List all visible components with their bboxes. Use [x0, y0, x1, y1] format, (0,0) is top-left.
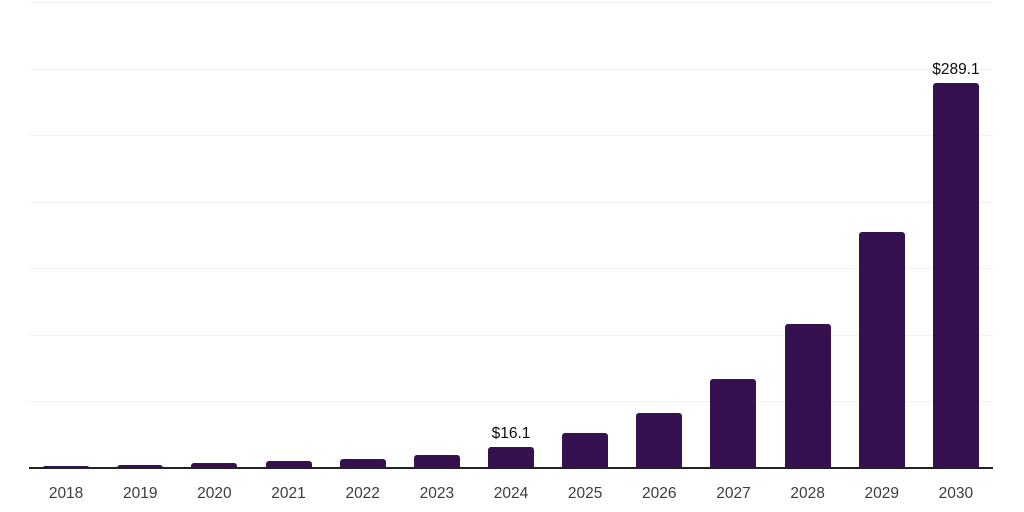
x-tick-2020: 2020 — [197, 485, 232, 502]
gridline — [29, 268, 993, 270]
bar-2021 — [265, 461, 312, 468]
bar-2028 — [784, 323, 831, 468]
x-tick-2025: 2025 — [567, 485, 603, 502]
x-axis-tick-labels: 2018 2019 2020 2021 2022 2023 2024 2025 2026 2027… — [29, 484, 993, 506]
bar-2020 — [191, 463, 238, 468]
bar-2024 — [488, 446, 534, 468]
bar-2023 — [413, 454, 460, 468]
bar-2018 — [43, 466, 90, 468]
x-tick-2018: 2018 — [48, 485, 84, 502]
data-label-2030: $289.1 — [932, 61, 980, 79]
x-axis-line — [29, 467, 993, 469]
bar-2030 — [932, 83, 979, 468]
gridline — [29, 201, 993, 203]
x-tick-2022: 2022 — [345, 485, 380, 502]
gridline — [29, 334, 993, 336]
gridline — [29, 401, 993, 403]
x-tick-2028: 2028 — [790, 485, 825, 502]
data-label-2024: $16.1 — [491, 424, 531, 442]
bar-2019 — [117, 464, 164, 468]
x-tick-2019: 2019 — [122, 485, 158, 502]
x-tick-2026: 2026 — [642, 485, 677, 502]
gridline — [29, 68, 993, 70]
x-tick-2023: 2023 — [419, 485, 455, 502]
bar-2026 — [636, 412, 683, 468]
x-tick-2030: 2030 — [938, 485, 974, 502]
bar-2025 — [562, 433, 609, 468]
bar-2022 — [339, 459, 386, 468]
gridline — [29, 2, 993, 3]
plot-area: $16.1 $289.1 — [29, 2, 993, 469]
x-tick-2021: 2021 — [271, 485, 306, 502]
x-tick-2029: 2029 — [864, 485, 900, 502]
bar-2029 — [858, 232, 905, 468]
x-tick-2027: 2027 — [716, 485, 751, 502]
x-tick-2024: 2024 — [493, 485, 529, 502]
bar-2027 — [710, 379, 757, 468]
gridline — [29, 135, 993, 137]
